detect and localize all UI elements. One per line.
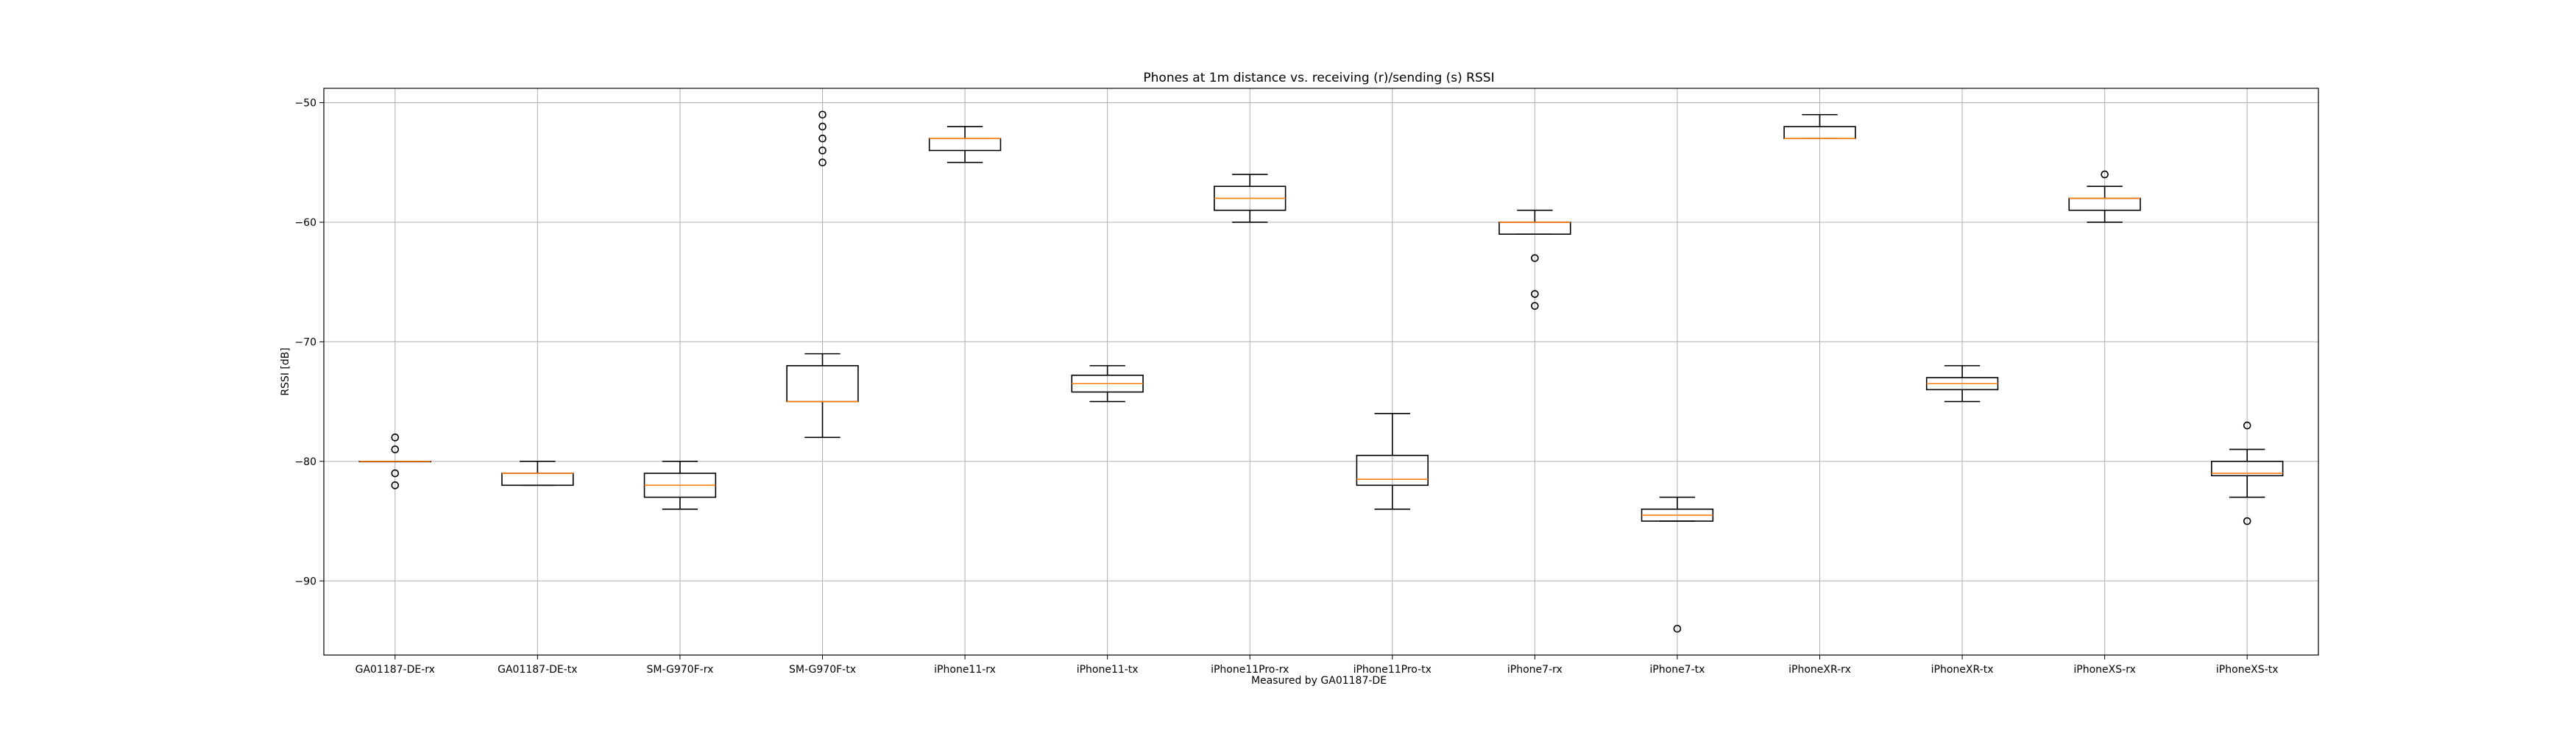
x-tick-label: iPhoneXR-tx xyxy=(1931,664,1994,676)
outlier-point xyxy=(818,146,827,155)
x-axis-label: Measured by GA01187-DE xyxy=(1251,675,1387,687)
y-tick-label: −80 xyxy=(294,456,316,468)
outlier-point xyxy=(818,134,827,143)
x-tick-label: SM-G970F-rx xyxy=(646,664,713,676)
x-tick-label: GA01187-DE-tx xyxy=(498,664,577,676)
x-tick-label: iPhone11Pro-rx xyxy=(1211,664,1289,676)
outlier-point xyxy=(818,122,827,131)
box-plot-item xyxy=(2068,170,2141,223)
outlier-point xyxy=(1531,290,1539,298)
outlier-point xyxy=(818,158,827,167)
box-plot-item xyxy=(1925,365,1999,403)
x-tick-label: iPhone7-rx xyxy=(1507,664,1563,676)
x-tick-label: iPhoneXS-tx xyxy=(2216,664,2279,676)
box-plot-item xyxy=(643,461,717,510)
box-plot-item xyxy=(786,110,859,439)
outlier-point xyxy=(1673,624,1682,633)
box-plot-item xyxy=(928,126,1002,163)
box-series xyxy=(358,110,2284,633)
x-tick-label: GA01187-DE-rx xyxy=(355,664,435,676)
box-plot-item xyxy=(1641,496,1714,633)
box-plot-item xyxy=(501,461,574,486)
x-axis-ticks: GA01187-DE-rx GA01187-DE-tx SM-G970F-rx SM-… xyxy=(355,655,2279,676)
chart-title: Phones at 1m distance vs. receiving (r)/… xyxy=(1143,71,1494,85)
y-tick-label: −50 xyxy=(294,97,316,109)
outlier-point xyxy=(391,481,400,489)
x-tick-label: iPhoneXR-rx xyxy=(1788,664,1851,676)
outlier-point xyxy=(2243,421,2251,430)
outlier-point xyxy=(2243,517,2251,526)
box-plot-item xyxy=(1783,113,1856,140)
y-axis-ticks: −50 −60 −70 −80 −90 xyxy=(294,97,324,587)
iqr-box xyxy=(2211,461,2284,477)
y-tick-label: −70 xyxy=(294,336,316,348)
x-tick-label: iPhone11-tx xyxy=(1077,664,1139,676)
outlier-point xyxy=(818,110,827,119)
outlier-point xyxy=(1531,302,1539,310)
y-axis-label: RSSI [dB] xyxy=(280,347,291,396)
outlier-point xyxy=(2101,170,2109,179)
grid-lines xyxy=(324,88,2318,655)
plot-area-frame xyxy=(323,88,2319,656)
outlier-point xyxy=(391,434,400,442)
iqr-box xyxy=(1356,454,1429,486)
outlier-point xyxy=(391,469,400,478)
box-plot-item xyxy=(1071,365,1144,403)
y-tick-label: −60 xyxy=(294,217,316,229)
box-plot-item xyxy=(1356,413,1429,510)
x-tick-label: iPhoneXS-rx xyxy=(2073,664,2135,676)
box-plot-item xyxy=(2211,421,2284,526)
y-tick-label: −90 xyxy=(294,576,316,587)
x-tick-label: iPhone11Pro-tx xyxy=(1354,664,1432,676)
box-plot-item xyxy=(1498,209,1571,310)
box-plot-item xyxy=(358,434,431,489)
x-tick-label: iPhone11-rx xyxy=(934,664,996,676)
x-tick-label: iPhone7-tx xyxy=(1649,664,1705,676)
box-plot-item xyxy=(1214,174,1287,223)
outlier-point xyxy=(1531,254,1539,262)
outlier-point xyxy=(391,445,400,453)
x-tick-label: SM-G970F-tx xyxy=(789,664,856,676)
